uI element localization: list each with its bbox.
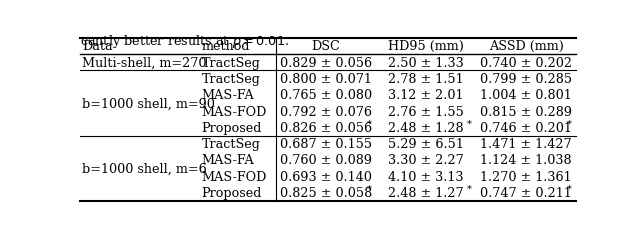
Text: MAS-FOD: MAS-FOD xyxy=(202,105,267,118)
Text: cantly better results at $p = 0.01$.: cantly better results at $p = 0.01$. xyxy=(80,33,289,50)
Text: 0.800 ± 0.071: 0.800 ± 0.071 xyxy=(280,73,372,86)
Text: Multi-shell, m=270: Multi-shell, m=270 xyxy=(83,57,207,69)
Text: 5.29 ± 6.51: 5.29 ± 6.51 xyxy=(388,138,464,150)
Text: 0.815 ± 0.289: 0.815 ± 0.289 xyxy=(480,105,572,118)
Text: 0.747 ± 0.211: 0.747 ± 0.211 xyxy=(480,186,572,199)
Text: 2.48 ± 1.28: 2.48 ± 1.28 xyxy=(388,121,464,134)
Text: 0.687 ± 0.155: 0.687 ± 0.155 xyxy=(280,138,372,150)
Text: 0.765 ± 0.080: 0.765 ± 0.080 xyxy=(280,89,372,102)
Text: 0.825 ± 0.058: 0.825 ± 0.058 xyxy=(280,186,372,199)
Text: 0.746 ± 0.201: 0.746 ± 0.201 xyxy=(480,121,572,134)
Text: 3.30 ± 2.27: 3.30 ± 2.27 xyxy=(388,154,464,167)
Text: MAS-FOD: MAS-FOD xyxy=(202,170,267,183)
Text: Proposed: Proposed xyxy=(202,186,262,199)
Text: 0.826 ± 0.056: 0.826 ± 0.056 xyxy=(280,121,372,134)
Text: 0.829 ± 0.056: 0.829 ± 0.056 xyxy=(280,57,372,69)
Text: *: * xyxy=(467,119,472,128)
Text: ASSD (mm): ASSD (mm) xyxy=(489,40,564,53)
Text: 2.48 ± 1.27: 2.48 ± 1.27 xyxy=(388,186,464,199)
Text: MAS-FA: MAS-FA xyxy=(202,89,254,102)
Text: method: method xyxy=(202,40,250,53)
Text: 1.471 ± 1.427: 1.471 ± 1.427 xyxy=(481,138,572,150)
Text: DSC: DSC xyxy=(312,40,340,53)
Text: 2.50 ± 1.33: 2.50 ± 1.33 xyxy=(388,57,464,69)
Text: 0.799 ± 0.285: 0.799 ± 0.285 xyxy=(480,73,572,86)
Text: *: * xyxy=(367,184,372,193)
Text: TractSeg: TractSeg xyxy=(202,73,260,86)
Text: *: * xyxy=(566,119,572,128)
Text: TractSeg: TractSeg xyxy=(202,57,260,69)
Text: b=1000 shell, m=90: b=1000 shell, m=90 xyxy=(83,97,215,110)
Text: b=1000 shell, m=6: b=1000 shell, m=6 xyxy=(83,162,207,175)
Text: *: * xyxy=(367,119,372,128)
Text: TractSeg: TractSeg xyxy=(202,138,260,150)
Text: 4.10 ± 3.13: 4.10 ± 3.13 xyxy=(388,170,464,183)
Text: 1.004 ± 0.801: 1.004 ± 0.801 xyxy=(480,89,572,102)
Text: Proposed: Proposed xyxy=(202,121,262,134)
Text: MAS-FA: MAS-FA xyxy=(202,154,254,167)
Text: 2.78 ± 1.51: 2.78 ± 1.51 xyxy=(388,73,464,86)
Text: HD95 (mm): HD95 (mm) xyxy=(388,40,464,53)
Text: 1.270 ± 1.361: 1.270 ± 1.361 xyxy=(481,170,572,183)
Text: *: * xyxy=(566,184,572,193)
Text: 0.792 ± 0.076: 0.792 ± 0.076 xyxy=(280,105,372,118)
Text: 2.76 ± 1.55: 2.76 ± 1.55 xyxy=(388,105,464,118)
Text: *: * xyxy=(467,184,472,193)
Text: 1.124 ± 1.038: 1.124 ± 1.038 xyxy=(481,154,572,167)
Text: 0.693 ± 0.140: 0.693 ± 0.140 xyxy=(280,170,372,183)
Text: Data: Data xyxy=(83,40,113,53)
Text: 3.12 ± 2.01: 3.12 ± 2.01 xyxy=(388,89,464,102)
Text: 0.760 ± 0.089: 0.760 ± 0.089 xyxy=(280,154,372,167)
Text: 0.740 ± 0.202: 0.740 ± 0.202 xyxy=(480,57,572,69)
